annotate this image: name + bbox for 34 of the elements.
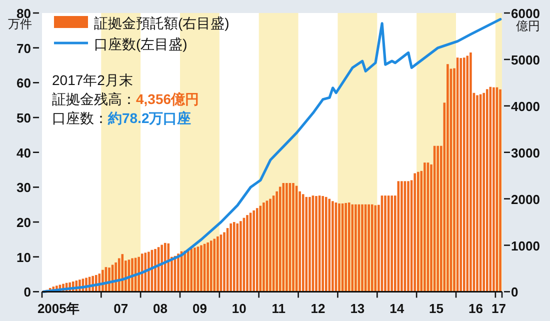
y2-tick-label: 1000 xyxy=(511,238,540,254)
y2-tick-label: 3000 xyxy=(511,145,540,160)
y2-tick-label: 5000 xyxy=(511,52,540,68)
legend-label: 証拠金預託額(右目盛) xyxy=(94,15,230,31)
x-tick-label: 12 xyxy=(310,301,326,316)
x-tick-label: 17 xyxy=(491,301,506,316)
y2-tick-label: 0 xyxy=(511,284,518,300)
x-tick-label: 11 xyxy=(272,301,286,316)
y-tick-label: 30 xyxy=(16,180,31,196)
annotation: 証拠金残高：4,356億円 xyxy=(52,91,200,107)
y-tick-label: 10 xyxy=(16,250,31,265)
x-tick-label: 09 xyxy=(192,301,207,316)
y-tick-label: 60 xyxy=(16,76,31,91)
y-tick-label: 40 xyxy=(16,145,31,160)
x-tick-label: 07 xyxy=(114,301,128,316)
x-tick-label: 08 xyxy=(153,301,168,316)
y-tick-label: 50 xyxy=(16,110,31,126)
x-tick-label: 2005年 xyxy=(37,301,80,316)
x-tick-label: 14 xyxy=(390,301,405,316)
y-tick-label: 70 xyxy=(16,40,31,56)
annotation: 口座数：約78.2万口座 xyxy=(52,110,192,126)
x-tick-label: 13 xyxy=(350,301,365,316)
y-axis-title: 万件 xyxy=(8,17,32,31)
y-tick-label: 0 xyxy=(24,284,31,300)
annotation: 2017年2月末 xyxy=(52,72,133,88)
y2-axis-title: 億円 xyxy=(516,19,540,33)
y-tick-label: 20 xyxy=(16,215,31,230)
y2-tick-label: 4000 xyxy=(511,98,540,114)
legend-label: 口座数(左目盛) xyxy=(94,36,188,52)
x-tick-label: 16 xyxy=(468,301,483,316)
y2-tick-label: 6000 xyxy=(511,6,540,21)
x-tick-label: 15 xyxy=(429,301,444,316)
x-tick-label: 10 xyxy=(232,301,246,316)
y2-tick-label: 2000 xyxy=(511,192,540,207)
